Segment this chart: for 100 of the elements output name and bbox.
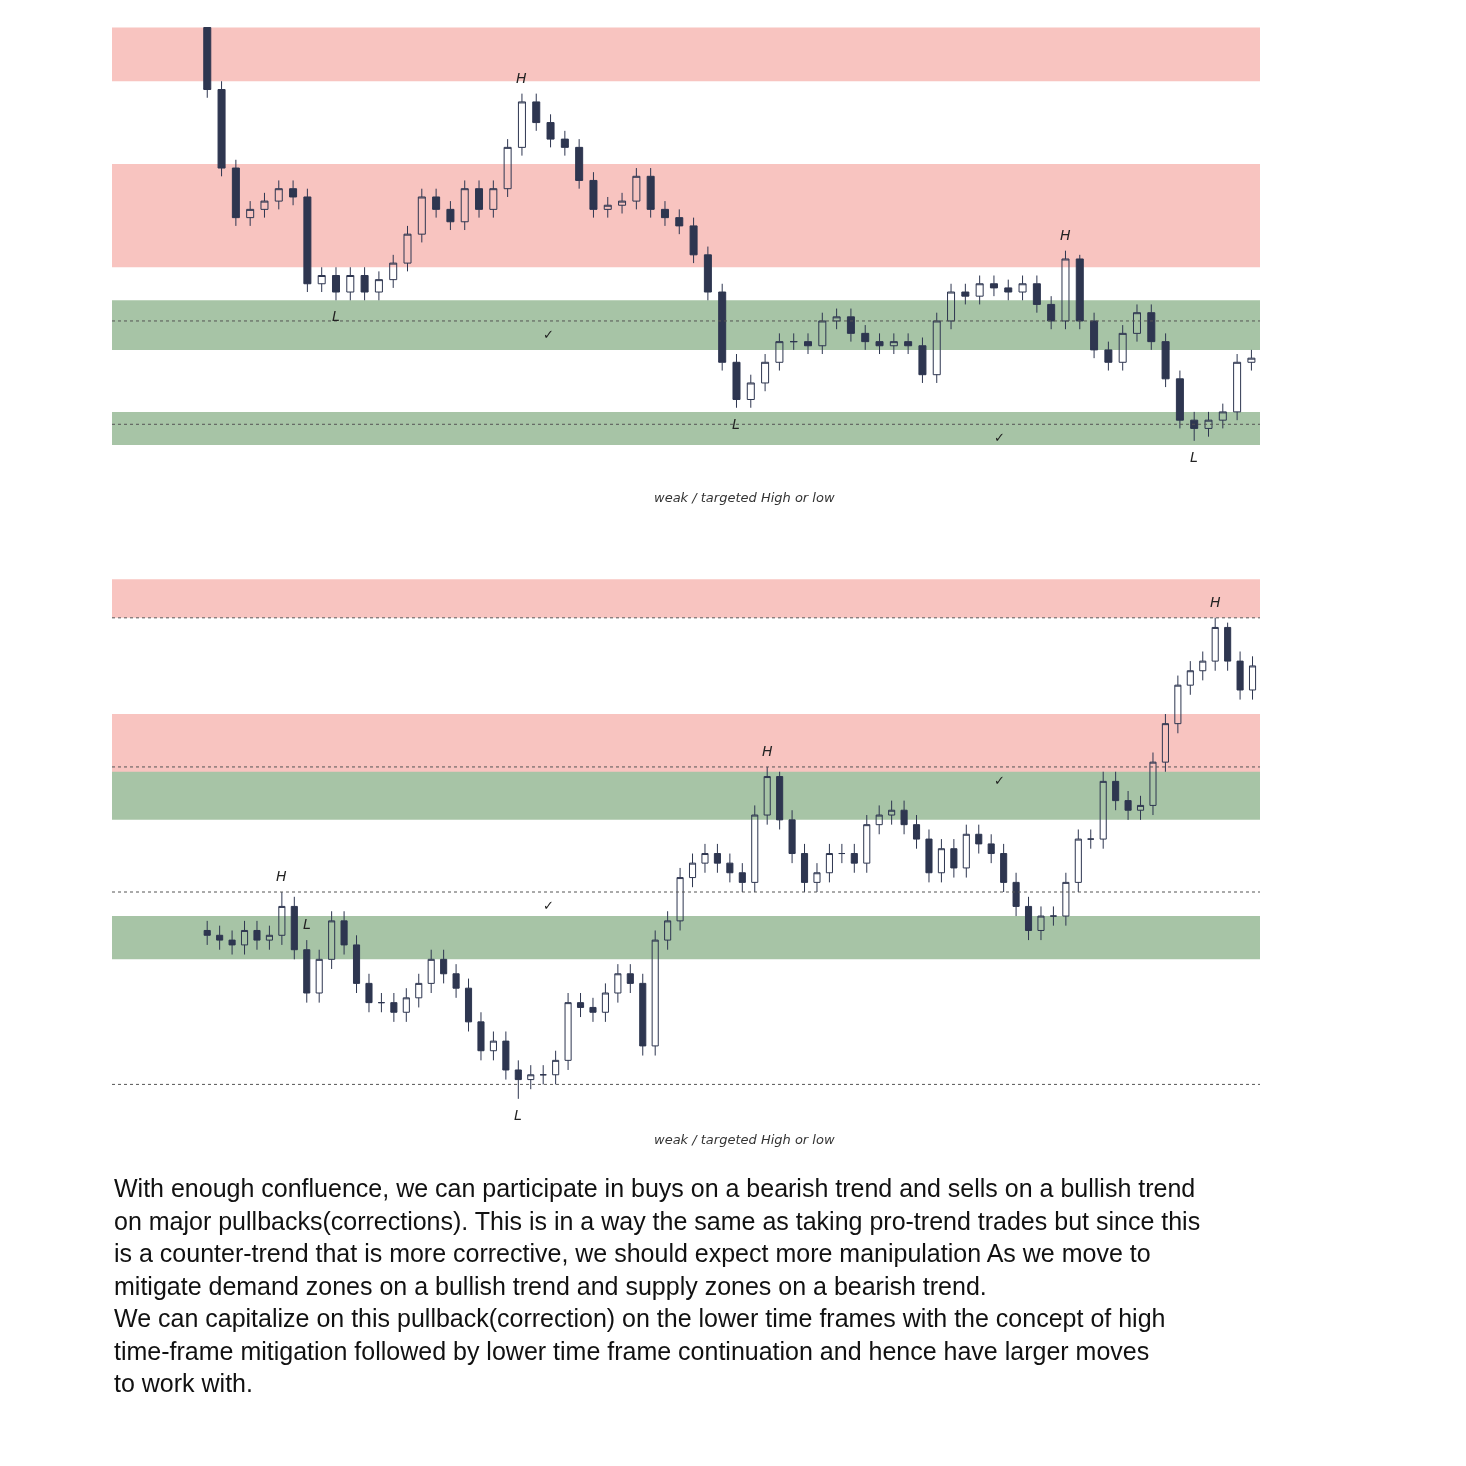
ref-line-label: ✓: [543, 898, 554, 913]
candlestick: [838, 843, 846, 864]
candlestick: [475, 179, 484, 219]
candlestick: [818, 312, 827, 355]
candlestick: [1161, 713, 1169, 773]
candlestick: [1136, 795, 1145, 821]
candlestick: [738, 862, 746, 893]
candlestick: [1112, 771, 1120, 811]
candlestick: [804, 332, 813, 355]
candlestick: [1024, 896, 1033, 941]
candlestick: [651, 929, 659, 1057]
candlestick: [751, 804, 759, 893]
candlestick: [1118, 324, 1127, 372]
candlestick: [489, 179, 498, 219]
candlestick: [1004, 279, 1013, 301]
candlestick: [912, 814, 921, 850]
candlestick: [601, 982, 609, 1023]
candlestick: [925, 828, 933, 883]
annotation: L: [514, 1107, 522, 1123]
candlestick: [514, 1059, 522, 1100]
candlestick: [390, 992, 398, 1023]
candlestick: [589, 997, 597, 1023]
candlestick: [961, 283, 970, 305]
candlestick: [489, 1030, 497, 1061]
candlestick: [477, 1011, 485, 1061]
ref-line-label: ✓: [994, 773, 1005, 788]
candlestick: [1090, 312, 1099, 359]
candlestick: [564, 992, 572, 1071]
candlestick: [761, 353, 770, 392]
candlestick: [432, 188, 441, 219]
annotation: L: [1190, 449, 1198, 465]
candlestick: [452, 963, 460, 999]
candlestick: [660, 200, 669, 227]
candlestick: [1074, 828, 1082, 893]
candlestick: [688, 853, 697, 888]
candlestick: [1124, 790, 1132, 821]
candlestick: [763, 766, 771, 826]
candlestick: [1132, 303, 1141, 343]
ref-line-label: ✓: [994, 430, 1005, 445]
candlestick: [1018, 275, 1027, 301]
candlestick: [503, 138, 512, 198]
candlestick: [532, 93, 541, 132]
candlestick: [701, 843, 709, 874]
candlestick: [846, 308, 855, 343]
candlestick: [1147, 303, 1156, 351]
candlestick: [427, 949, 435, 994]
candlestick: [203, 27, 212, 99]
candlestick: [1087, 828, 1095, 850]
candlestick: [732, 353, 741, 409]
candlestick: [875, 804, 883, 835]
candlestick: [216, 925, 224, 951]
candlestick: [402, 987, 410, 1023]
candlestick: [546, 113, 555, 148]
candlestick: [832, 308, 841, 330]
candlestick: [274, 179, 283, 210]
candlestick: [904, 332, 913, 355]
candlestick: [975, 824, 983, 855]
candlestick: [989, 275, 998, 297]
candlestick: [346, 266, 355, 301]
candlestick: [502, 1030, 510, 1081]
candlestick: [875, 332, 884, 355]
candlestick: [340, 910, 348, 956]
candlestick: [576, 992, 585, 1018]
candlestick: [1047, 295, 1056, 330]
candlestick: [950, 838, 958, 879]
candlestick: [788, 809, 796, 864]
candlestick: [265, 925, 273, 951]
candlestick: [863, 814, 871, 874]
candlestick: [888, 800, 896, 826]
candlestick: [260, 192, 269, 219]
candlestick: [315, 949, 323, 1004]
candlestick: [987, 833, 995, 864]
text: weak / targeted High or low: [654, 490, 835, 505]
candlestick: [417, 188, 426, 243]
candlestick: [689, 217, 698, 264]
candlestick: [603, 196, 612, 219]
candlestick: [440, 949, 448, 984]
annotation: H: [276, 868, 287, 884]
candlestick: [552, 1050, 560, 1085]
candlestick: [746, 374, 755, 409]
annotation: L: [732, 416, 740, 432]
candlestick: [639, 973, 647, 1057]
candlestick: [365, 973, 373, 1013]
candlestick: [331, 266, 340, 301]
text: With enough confluence, we can participate in buys on a bearish trend and sells on a bullish trend on major pullbacks(corrections). This is in a way the same as taking pro-trend trades but since this is a counter-trend that is more corrective, we should expect more manipulation As we move to mitigate demand zones on a bullish trend and supply zones on a bearish trend. We can capitalize on this pullback(correction) on the lower time frames with the concept of high time-frame mitigation followed by lower time frame continuation and hence have larger moves to work with.: [114, 1174, 1201, 1397]
candlestick: [303, 939, 311, 1004]
candlestick: [560, 130, 569, 157]
candlestick: [290, 896, 298, 960]
candlestick: [1211, 617, 1219, 672]
candlestick: [713, 843, 721, 874]
candlestick: [415, 973, 423, 1008]
candlestick: [1199, 651, 1207, 681]
candlestick: [718, 283, 727, 372]
annotation: H: [762, 743, 773, 759]
candlestick: [675, 208, 684, 235]
candlestick: [1149, 752, 1157, 816]
candlestick: [228, 929, 236, 956]
candlestick: [1204, 411, 1213, 438]
candlestick: [1247, 349, 1256, 372]
candlestick: [360, 266, 369, 301]
